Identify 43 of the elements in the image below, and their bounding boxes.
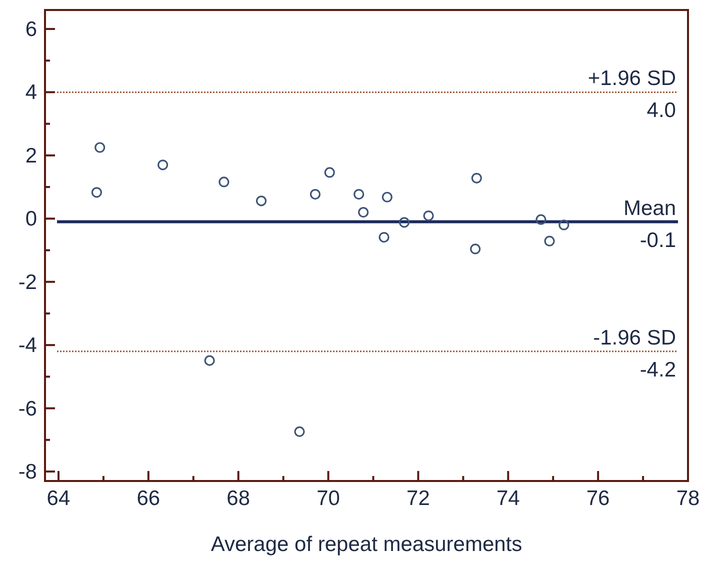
x-tick-label: 74 (496, 487, 520, 510)
x-tick-label: 78 (676, 487, 700, 510)
x-axis-title: Average of repeat measurements (210, 533, 522, 556)
point (310, 189, 321, 200)
y-tick-label: 0 (25, 208, 37, 231)
point (158, 160, 168, 170)
point (94, 142, 106, 153)
point (423, 210, 434, 222)
y-tick-label: 2 (25, 144, 37, 168)
annotation: -0.1 (640, 228, 676, 252)
point (470, 244, 481, 254)
point (324, 167, 335, 178)
point (218, 176, 230, 188)
point (294, 426, 305, 437)
ref-line-label: -1.96 SD (593, 326, 676, 350)
x-tick-label: 72 (406, 487, 430, 510)
ref-line-label: Mean (623, 196, 676, 220)
x-tick-label: 76 (586, 487, 610, 510)
point (91, 187, 102, 198)
x-tick-label: 70 (316, 487, 340, 510)
point (558, 220, 570, 230)
point (204, 355, 215, 366)
y-tick-label: -4 (18, 334, 38, 358)
x-tick-label: 64 (46, 487, 70, 510)
point (354, 189, 364, 200)
x-tick-label: 66 (136, 487, 160, 510)
point (536, 214, 546, 225)
ref-line-label: +1.96 SD (588, 67, 676, 90)
point (378, 232, 390, 243)
point (398, 217, 410, 228)
point (544, 236, 555, 246)
y-tick-label: 6 (25, 18, 37, 41)
point (471, 172, 482, 184)
y-tick-label: -2 (18, 270, 37, 294)
annotation: -4.2 (640, 358, 676, 382)
point (358, 207, 369, 218)
point (256, 196, 267, 206)
y-tick-label: -6 (18, 397, 37, 420)
point (382, 192, 392, 202)
y-tick-label: -8 (18, 460, 37, 484)
annotation: 4.0 (646, 99, 676, 122)
y-tick-label: 4 (25, 81, 38, 104)
x-tick-label: 68 (226, 487, 250, 510)
